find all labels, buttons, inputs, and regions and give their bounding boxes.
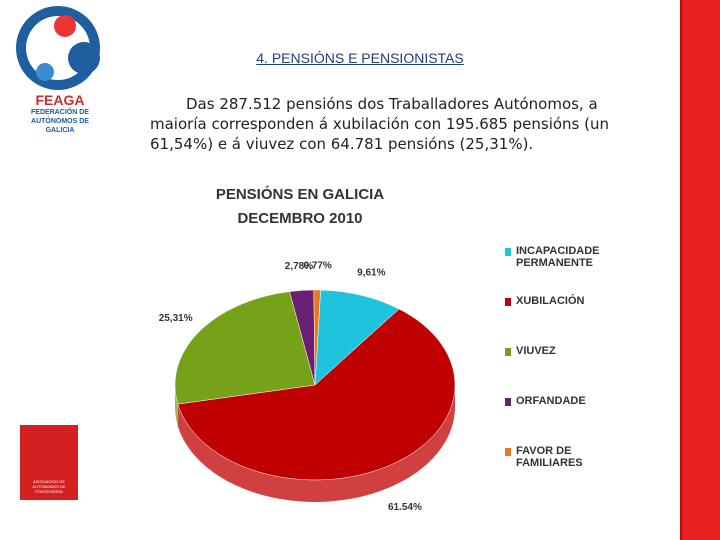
logo: ASOCIACIÓN DE AUTÓNOMOS DE PONTEVEDRA	[20, 425, 78, 500]
legend-swatch	[505, 298, 511, 306]
header: 4. PENSIÓNS E PENSIONISTAS	[256, 50, 464, 66]
legend-swatch	[505, 398, 511, 406]
paragraph: Das 287.512 pensións dos Traballadores A…	[150, 95, 610, 153]
legend-item: FAVOR DE FAMILIARES	[505, 445, 615, 495]
data-label: 2,78%	[285, 261, 313, 272]
pie-slice	[177, 308, 456, 481]
logo-subtitle: FEDERACIÓN DE AUTÓNOMOS DE GALICIA	[31, 109, 89, 134]
logo: FEAGA FEDERACIÓN DE AUTÓNOMOS DE GALICIA	[22, 92, 98, 135]
legend-item: XUBILACIÓN	[505, 295, 615, 345]
pie-slice-side	[177, 385, 455, 502]
data-label: 9,61%	[357, 268, 385, 279]
legend-label: INCAPACIDADE PERMANENTE	[516, 245, 600, 269]
legend-swatch	[505, 348, 511, 356]
logo-name: FEAGA	[35, 92, 85, 108]
legend-item: INCAPACIDADE PERMANENTE	[505, 245, 615, 295]
legend-label: XUBILACIÓN	[516, 295, 585, 307]
legend-label: VIUVEZ	[516, 345, 556, 357]
side-bar	[680, 0, 720, 540]
chart: PENSIÓNS EN GALICIA DECEMBRO 2010 9,61% 6…	[159, 185, 456, 510]
data-label: 25,31%	[159, 313, 193, 324]
legend-item: VIUVEZ	[505, 345, 615, 395]
data-label: 61,54%	[388, 502, 422, 510]
legend: INCAPACIDADE PERMANENTE XUBILACIÓN VIUVEZ O…	[505, 245, 615, 495]
legend-item: ORFANDADE	[505, 395, 615, 445]
logo-dot	[36, 63, 54, 81]
pie-slice	[314, 289, 400, 386]
chart-title: PENSIÓNS EN GALICIA	[216, 185, 385, 203]
legend-label: ORFANDADE	[516, 395, 586, 407]
pie-slice	[174, 291, 316, 405]
data-label: 0,77%	[303, 261, 331, 272]
legend-label: FAVOR DE FAMILIARES	[516, 445, 583, 469]
logo-name: ASOCIACIÓN DE AUTÓNOMOS DE PONTEVEDRA	[32, 479, 66, 494]
logo-graphic	[16, 6, 100, 90]
legend-swatch	[505, 448, 511, 456]
logo-dot	[54, 15, 76, 37]
pie-slice	[313, 289, 321, 386]
logo-dot	[68, 42, 100, 74]
legend-swatch	[505, 248, 511, 256]
chart-subtitle: DECEMBRO 2010	[237, 210, 362, 227]
